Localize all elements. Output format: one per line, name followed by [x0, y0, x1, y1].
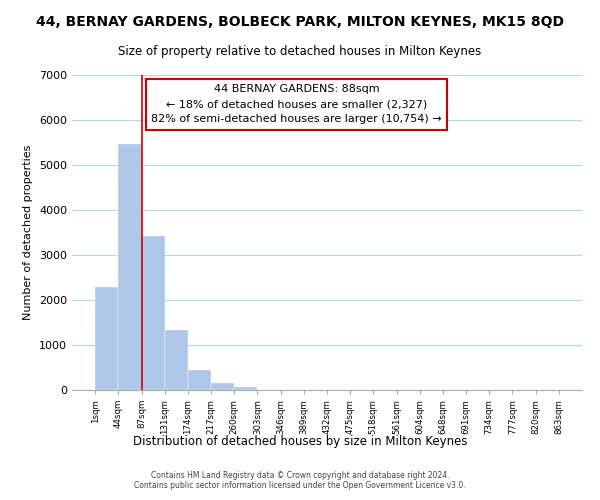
Y-axis label: Number of detached properties: Number of detached properties: [23, 145, 34, 320]
Text: Contains HM Land Registry data © Crown copyright and database right 2024.
Contai: Contains HM Land Registry data © Crown c…: [134, 470, 466, 490]
Bar: [142, 236, 165, 390]
Text: 44, BERNAY GARDENS, BOLBECK PARK, MILTON KEYNES, MK15 8QD: 44, BERNAY GARDENS, BOLBECK PARK, MILTON…: [36, 15, 564, 29]
Bar: [211, 383, 234, 390]
Bar: [165, 330, 188, 390]
Text: Distribution of detached houses by size in Milton Keynes: Distribution of detached houses by size …: [133, 435, 467, 448]
Bar: [234, 387, 257, 390]
Text: Size of property relative to detached houses in Milton Keynes: Size of property relative to detached ho…: [118, 45, 482, 58]
Bar: [95, 286, 118, 390]
Bar: [188, 370, 211, 390]
Text: 44 BERNAY GARDENS: 88sqm
← 18% of detached houses are smaller (2,327)
82% of sem: 44 BERNAY GARDENS: 88sqm ← 18% of detach…: [151, 84, 442, 124]
Bar: [118, 144, 142, 390]
